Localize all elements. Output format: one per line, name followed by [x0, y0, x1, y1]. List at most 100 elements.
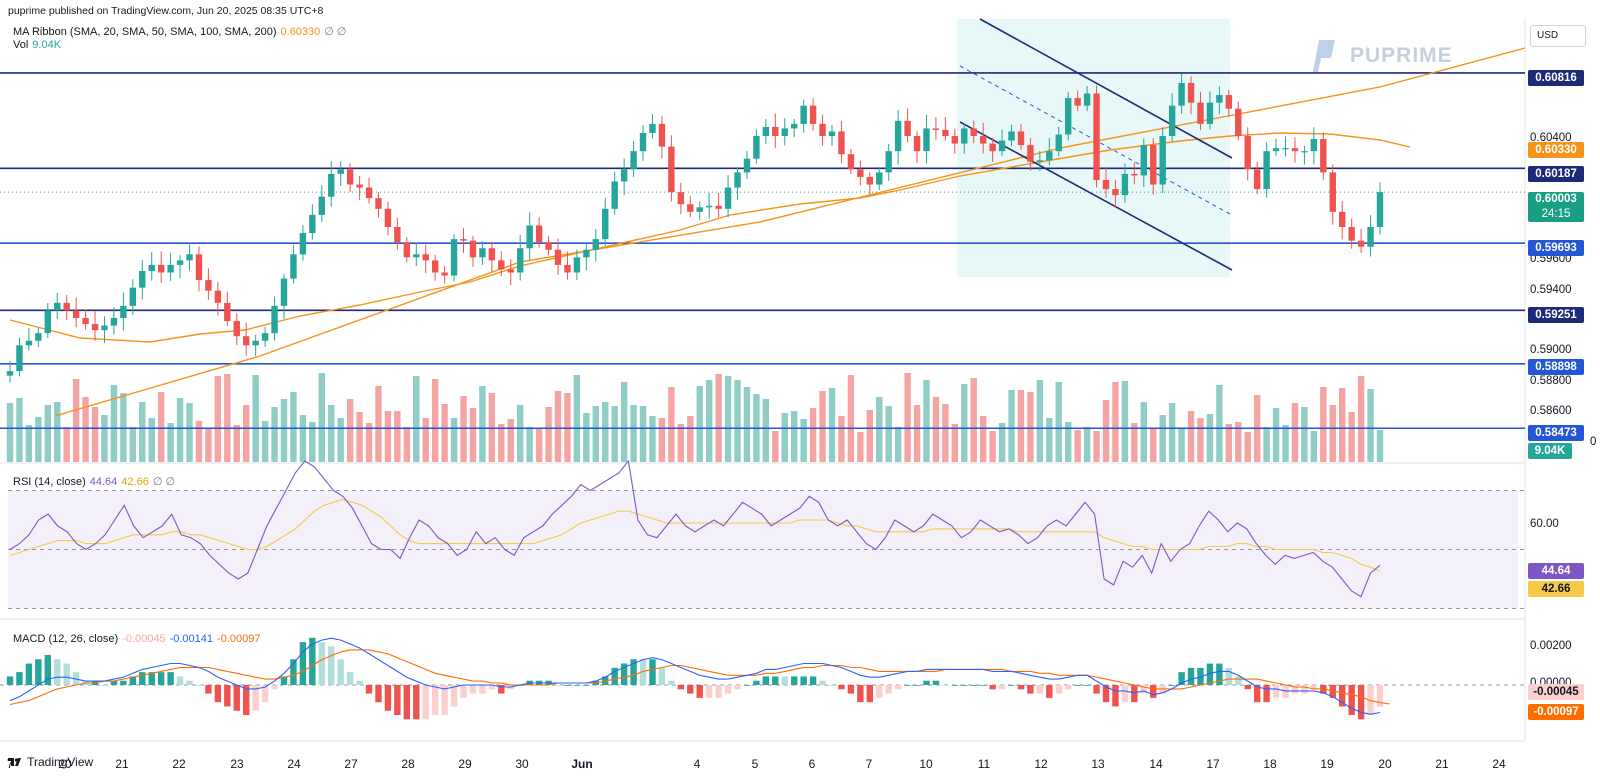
macd-hist-bar — [1168, 685, 1176, 686]
volume-bar — [1102, 400, 1110, 462]
candle-body — [1140, 145, 1147, 176]
macd-hist-bar — [346, 672, 354, 685]
macd-hist-bar — [1197, 667, 1204, 685]
macd-hist-bar — [1131, 685, 1138, 703]
macd-hist-bar — [422, 685, 429, 720]
macd-hist-bar — [828, 685, 836, 686]
macd-hist-bar — [498, 685, 505, 694]
candle-body — [488, 248, 496, 261]
candle-body — [1168, 105, 1176, 136]
macd-hist-bar — [1083, 685, 1091, 686]
x-tick: 21 — [115, 757, 129, 771]
channel-upper-line — [979, 18, 1233, 159]
x-tick: 13 — [1091, 757, 1105, 771]
x-tick: 7 — [865, 757, 873, 771]
macd-hist-bar — [413, 685, 420, 720]
volume-bar — [186, 403, 193, 462]
volume-legend[interactable]: Vol 9.04K — [13, 39, 65, 51]
rsi-title: RSI (14, close) — [13, 476, 86, 488]
candle-body — [1235, 108, 1242, 136]
macd-hist-bar — [762, 676, 770, 685]
candle-body — [403, 242, 411, 258]
macd-title: MACD (12, 26, close) — [13, 633, 119, 645]
volume-bar — [1282, 425, 1289, 462]
x-tick-month: Jun — [571, 757, 593, 771]
published-line: puprime published on TradingView.com, Ju… — [8, 5, 324, 17]
volume-bar — [1263, 427, 1270, 462]
volume-bar — [979, 416, 987, 462]
candle-body — [1310, 139, 1318, 152]
macd-hist-bar — [54, 659, 61, 685]
candle-body — [970, 128, 977, 136]
macd-hist-bar — [809, 676, 817, 685]
candle-body — [1093, 93, 1100, 180]
macd-hist-bar — [705, 685, 713, 698]
macd-hist-bar — [252, 685, 259, 711]
macd-hist-bar — [309, 637, 316, 685]
candle-body — [1178, 82, 1185, 106]
candle-body — [261, 333, 269, 341]
candle-body — [979, 136, 987, 144]
macd-hist-bar — [365, 685, 373, 694]
volume-bar — [54, 402, 61, 462]
macd-legend[interactable]: MACD (12, 26, close) -0.00045 -0.00141 -0.0… — [13, 633, 264, 645]
candle-body — [677, 192, 685, 205]
macd-hist-bar — [328, 646, 335, 685]
volume-bar — [431, 379, 439, 462]
ma-ribbon-legend[interactable]: MA Ribbon (SMA, 20, SMA, 50, SMA, 100, S… — [13, 25, 351, 38]
volume-bar — [583, 413, 590, 462]
volume-bar — [1206, 414, 1214, 462]
tradingview-footer[interactable]: TradingView — [8, 755, 93, 769]
macd-hist-bar — [932, 680, 940, 685]
macd-hist-bar — [290, 659, 297, 685]
vol-label: Vol — [13, 39, 29, 51]
candle-body — [1074, 98, 1081, 106]
volume-bar — [290, 392, 297, 462]
current-price-badge: 0.60003 24:15 — [1528, 192, 1584, 222]
volume-bar — [1131, 423, 1138, 462]
macd-hist-bar — [63, 663, 70, 685]
candle-body — [243, 336, 250, 346]
macd-hist-bar — [1357, 685, 1365, 720]
volume-bar — [271, 407, 278, 462]
macd-hist-bar — [488, 685, 496, 690]
volume-bar — [261, 421, 269, 462]
macd-hist-bar — [205, 685, 212, 694]
macd-hist-bar — [923, 680, 930, 685]
candle-body — [394, 227, 401, 243]
candle-body — [668, 146, 675, 193]
level-badge: 0.59693 — [1528, 240, 1584, 256]
volume-bar — [1376, 430, 1384, 462]
volume-bar — [1367, 389, 1374, 462]
macd-hist-bar — [224, 685, 231, 707]
macd-hist-bar — [1055, 685, 1062, 694]
macd-hist-bar — [611, 667, 618, 685]
macd-hist-bar — [469, 685, 477, 694]
ma-ribbon-label: MA Ribbon (SMA, 20, SMA, 50, SMA, 100, S… — [13, 26, 277, 38]
x-tick: 6 — [808, 757, 816, 771]
macd-hist-bar — [658, 667, 666, 685]
price-tick: 0.59600 — [1530, 253, 1572, 265]
volume-bar — [129, 427, 137, 462]
volume-bar — [961, 384, 968, 462]
candle-body — [1206, 102, 1214, 124]
volume-bar — [1046, 418, 1053, 462]
volume-bar — [611, 406, 618, 462]
candle-body — [214, 290, 222, 303]
candle-body — [318, 196, 325, 215]
candle-body — [564, 264, 571, 273]
macd-hist-bar — [271, 685, 278, 690]
candle-body — [611, 181, 618, 209]
candle-body — [1027, 145, 1034, 162]
rsi-legend[interactable]: RSI (14, close) 44.64 42.66 ∅ ∅ — [13, 475, 179, 488]
volume-bar — [139, 402, 146, 462]
candle-body — [205, 280, 212, 291]
candle-body — [1055, 134, 1062, 152]
candle-body — [148, 264, 155, 271]
candle-body — [271, 305, 278, 334]
rsi-ma-line — [9, 498, 1381, 572]
currency-button[interactable]: USD — [1530, 25, 1586, 47]
macd-hist-bar — [299, 642, 307, 685]
macd-hist-bar — [838, 685, 845, 690]
volume-bar — [318, 373, 325, 462]
